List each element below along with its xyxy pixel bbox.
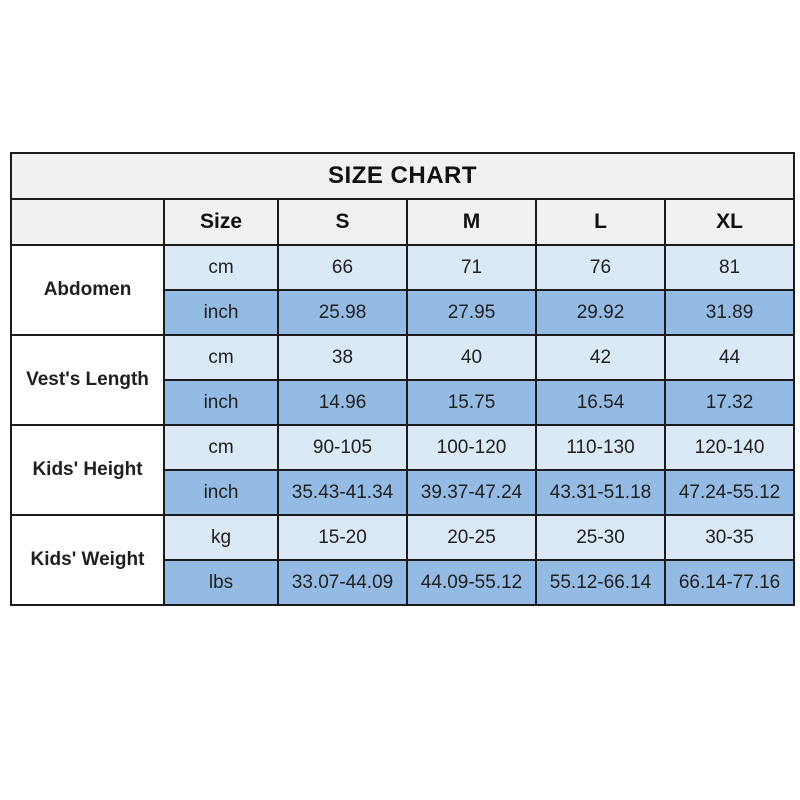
- value-cell: 44.09-55.12: [406, 559, 537, 606]
- unit-cell: kg: [163, 514, 279, 561]
- title-row: SIZE CHART: [9, 152, 796, 200]
- value-cell: 76: [535, 244, 666, 291]
- value-cell: 100-120: [406, 424, 537, 471]
- value-cell: 20-25: [406, 514, 537, 561]
- value-cell: 31.89: [663, 289, 796, 336]
- value-cell: 120-140: [663, 424, 796, 471]
- value-cell: 14.96: [277, 379, 408, 426]
- table-row: inch 35.43-41.34 39.37-47.24 43.31-51.18…: [11, 469, 796, 516]
- value-cell: 44: [663, 334, 796, 381]
- value-cell: 55.12-66.14: [535, 559, 666, 606]
- size-chart-table: SIZE CHART Size S M L XL Abdomen cm 66 7…: [9, 152, 796, 606]
- value-cell: 38: [277, 334, 408, 381]
- value-cell: 90-105: [277, 424, 408, 471]
- unit-cell: inch: [163, 289, 279, 336]
- value-cell: 66.14-77.16: [663, 559, 796, 606]
- value-cell: 39.37-47.24: [406, 469, 537, 516]
- unit-cell: inch: [163, 379, 279, 426]
- value-cell: 27.95: [406, 289, 537, 336]
- header-cell-empty: [10, 198, 165, 246]
- value-cell: 30-35: [663, 514, 796, 561]
- value-cell: 29.92: [535, 289, 666, 336]
- header-row: Size S M L XL: [10, 198, 796, 246]
- table-row: inch 25.98 27.95 29.92 31.89: [11, 289, 796, 336]
- column-header-l: L: [535, 198, 666, 246]
- unit-cell: cm: [163, 424, 279, 471]
- value-cell: 16.54: [535, 379, 666, 426]
- unit-cell: inch: [163, 469, 279, 516]
- table-row: Kids' Weight kg 15-20 20-25 25-30 30-35: [10, 514, 796, 606]
- unit-cell: cm: [163, 244, 279, 291]
- value-cell: 71: [406, 244, 537, 291]
- unit-cell: lbs: [163, 559, 279, 606]
- value-cell: 15-20: [277, 514, 408, 561]
- value-cell: 81: [663, 244, 796, 291]
- column-header-s: S: [277, 198, 408, 246]
- value-cell: 66: [277, 244, 408, 291]
- value-cell: 43.31-51.18: [535, 469, 666, 516]
- value-cell: 40: [406, 334, 537, 381]
- column-header-m: M: [406, 198, 537, 246]
- value-cell: 17.32: [663, 379, 796, 426]
- value-cell: 15.75: [406, 379, 537, 426]
- row-label-kids-height: Kids' Height: [10, 424, 165, 516]
- table-row: Abdomen cm 66 71 76 81: [10, 244, 796, 336]
- column-header-xl: XL: [663, 198, 796, 246]
- table-row: lbs 33.07-44.09 44.09-55.12 55.12-66.14 …: [11, 559, 796, 606]
- column-header-size: Size: [163, 198, 279, 246]
- value-cell: 47.24-55.12: [663, 469, 796, 516]
- unit-cell: cm: [163, 334, 279, 381]
- value-cell: 33.07-44.09: [277, 559, 408, 606]
- value-cell: 35.43-41.34: [277, 469, 408, 516]
- value-cell: 110-130: [535, 424, 666, 471]
- row-label-vests-length: Vest's Length: [10, 334, 165, 426]
- row-label-kids-weight: Kids' Weight: [10, 514, 165, 606]
- table-row: Vest's Length cm 38 40 42 44: [10, 334, 796, 426]
- table-row: Kids' Height cm 90-105 100-120 110-130 1…: [10, 424, 796, 516]
- value-cell: 25.98: [277, 289, 408, 336]
- row-label-abdomen: Abdomen: [10, 244, 165, 336]
- table-row: inch 14.96 15.75 16.54 17.32: [11, 379, 796, 426]
- value-cell: 42: [535, 334, 666, 381]
- value-cell: 25-30: [535, 514, 666, 561]
- chart-title: SIZE CHART: [9, 152, 796, 200]
